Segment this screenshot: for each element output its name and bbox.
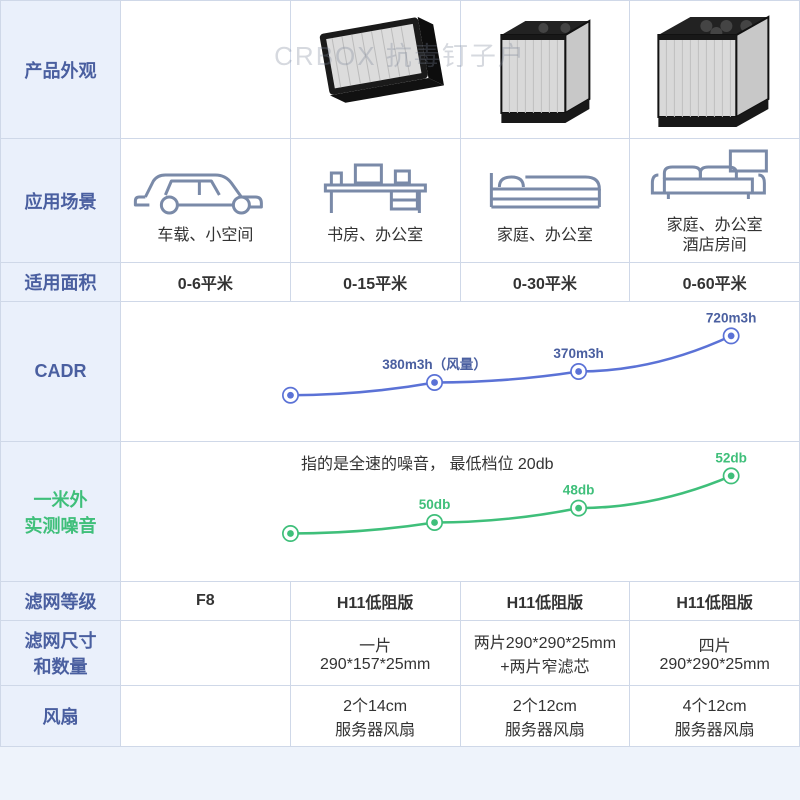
appearance-cell-0 xyxy=(121,1,291,139)
area-3: 0-60平米 xyxy=(630,263,800,302)
filtergrade-3: H11低阻版 xyxy=(630,582,800,621)
noise-chart: 50db 48db 52db xyxy=(121,442,799,561)
scenario-cell-2: 家庭、办公室 xyxy=(460,139,630,263)
product-icon-3 xyxy=(634,7,795,127)
noise-chart-cell: 指的是全速的噪音， 最低档位 20db 50db48db52db xyxy=(121,442,800,582)
svg-text:50db: 50db xyxy=(419,497,451,512)
row-label-appearance: 产品外观 xyxy=(1,1,121,139)
filtersize-2: 两片290*290*25mm +两片窄滤芯 xyxy=(460,621,630,686)
product-icon-2 xyxy=(465,7,626,127)
appearance-cell-2 xyxy=(460,1,630,139)
car-icon xyxy=(125,155,286,219)
row-label-cadr: CADR xyxy=(1,302,121,442)
scenario-label-0: 车载、小空间 xyxy=(125,226,286,246)
fan-3: 4个12cm 服务器风扇 xyxy=(630,686,800,747)
scenario-cell-1: 书房、办公室 xyxy=(290,139,460,263)
filtergrade-1: H11低阻版 xyxy=(290,582,460,621)
filtergrade-2: H11低阻版 xyxy=(460,582,630,621)
scenario-label-1: 书房、办公室 xyxy=(295,226,456,246)
svg-text:370m3h: 370m3h xyxy=(553,346,603,361)
scenario-cell-3: 家庭、办公室 酒店房间 xyxy=(630,139,800,263)
sofa-icon xyxy=(634,145,795,209)
row-label-filtersize: 滤网尺寸 和数量 xyxy=(1,621,121,686)
row-label-scenario: 应用场景 xyxy=(1,139,121,263)
row-label-area: 适用面积 xyxy=(1,263,121,302)
row-label-fan: 风扇 xyxy=(1,686,121,747)
filtersize-0 xyxy=(121,621,291,686)
fan-0 xyxy=(121,686,291,747)
spec-table: 产品外观 xyxy=(0,0,800,747)
row-label-noise: 一米外 实测噪音 xyxy=(1,442,121,582)
filtergrade-0: F8 xyxy=(121,582,291,621)
appearance-cell-3 xyxy=(630,1,800,139)
filtersize-1: 一片 290*157*25mm xyxy=(290,621,460,686)
area-0: 0-6平米 xyxy=(121,263,291,302)
area-2: 0-30平米 xyxy=(460,263,630,302)
filtersize-3: 四片 290*290*25mm xyxy=(630,621,800,686)
svg-text:48db: 48db xyxy=(563,483,595,498)
scenario-cell-0: 车载、小空间 xyxy=(121,139,291,263)
svg-text:52db: 52db xyxy=(715,450,747,465)
cadr-chart-cell: 380m3h（风量） 370m3h 720m3h xyxy=(121,302,800,442)
row-label-filtergrade: 滤网等级 xyxy=(1,582,121,621)
desk-icon xyxy=(295,155,456,219)
fan-2: 2个12cm 服务器风扇 xyxy=(460,686,630,747)
product-icon-1 xyxy=(295,7,456,127)
scenario-label-3: 家庭、办公室 酒店房间 xyxy=(634,216,795,256)
area-1: 0-15平米 xyxy=(290,263,460,302)
bed-icon xyxy=(465,155,626,219)
product-icon-0 xyxy=(125,7,286,127)
fan-1: 2个14cm 服务器风扇 xyxy=(290,686,460,747)
appearance-cell-1 xyxy=(290,1,460,139)
scenario-label-2: 家庭、办公室 xyxy=(465,226,626,246)
svg-text:380m3h（风量）: 380m3h（风量） xyxy=(382,357,487,372)
cadr-chart: 380m3h（风量） 370m3h 720m3h xyxy=(121,302,799,421)
svg-text:720m3h: 720m3h xyxy=(706,310,756,325)
